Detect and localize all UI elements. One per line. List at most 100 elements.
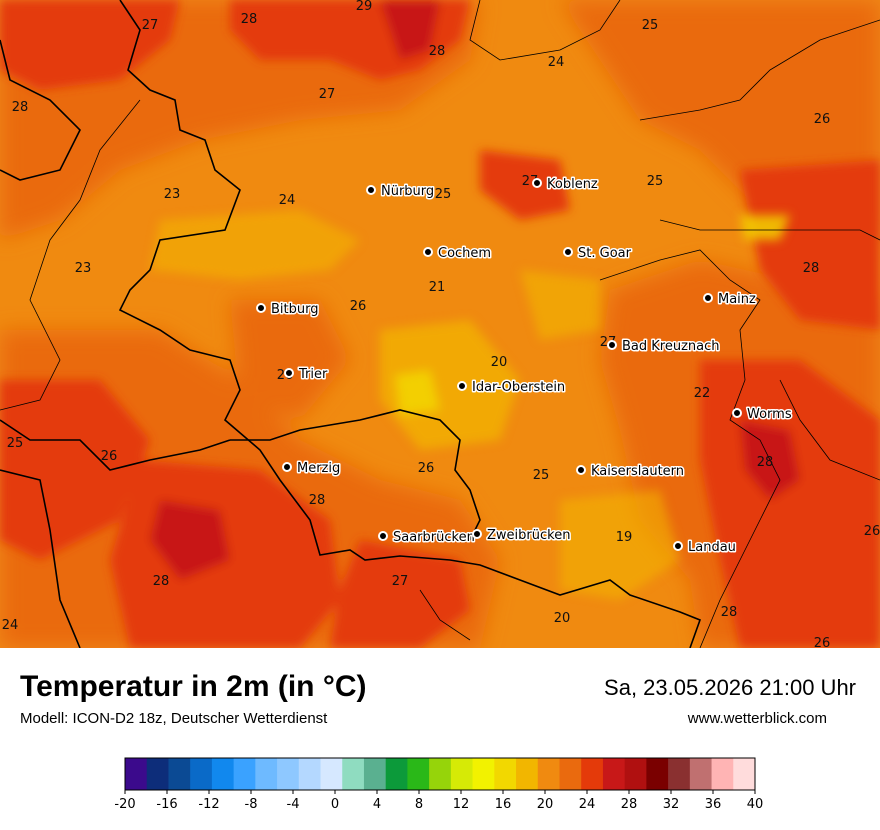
city-name: Landau	[688, 540, 736, 555]
city-marker[interactable]: Cochem	[423, 245, 493, 263]
scale-tick-label: -12	[198, 797, 219, 812]
city-marker[interactable]: Kaiserslautern	[576, 463, 686, 481]
city-marker[interactable]: Merzig	[282, 460, 342, 478]
scale-tick-label: 40	[747, 797, 764, 812]
color-scale-swatch	[711, 758, 734, 790]
city-name: Idar-Oberstein	[472, 380, 565, 395]
map-title: Temperatur in 2m (in °C)	[20, 670, 367, 703]
city-dot	[472, 529, 482, 539]
city-marker[interactable]: Idar-Oberstein	[457, 379, 567, 397]
color-scale-swatch	[668, 758, 691, 790]
website-link[interactable]: www.wetterblick.com	[687, 710, 827, 727]
temperature-value: 24	[2, 618, 19, 633]
temperature-value: 28	[721, 605, 738, 620]
temperature-value: 28	[241, 12, 258, 27]
temperature-value: 25	[642, 18, 659, 33]
temperature-value: 28	[12, 100, 29, 115]
city-dot	[673, 541, 683, 551]
color-scale-swatch	[581, 758, 604, 790]
color-scale-swatch	[168, 758, 191, 790]
city-dot	[576, 465, 586, 475]
temperature-value: 25	[7, 436, 24, 451]
temperature-value: 25	[435, 187, 452, 202]
city-dot	[732, 408, 742, 418]
color-scale-swatch	[516, 758, 539, 790]
city-marker[interactable]: Zweibrücken	[472, 527, 572, 545]
temperature-value: 27	[392, 574, 409, 589]
temperature-value: 20	[554, 611, 571, 626]
color-scale-swatch	[233, 758, 256, 790]
city-name: Trier	[298, 367, 328, 382]
color-scale-swatch	[342, 758, 365, 790]
city-name: Zweibrücken	[487, 528, 570, 543]
color-scale-swatch	[624, 758, 647, 790]
city-marker[interactable]: St. Goar	[563, 245, 633, 263]
city-dot	[282, 462, 292, 472]
city-marker[interactable]: Bad Kreuznach	[607, 338, 721, 356]
city-dot	[607, 340, 617, 350]
city-marker[interactable]: Trier	[284, 366, 329, 384]
temperature-value: 22	[694, 386, 711, 401]
city-name: Nürburg	[381, 184, 434, 199]
temperature-value: 28	[429, 44, 446, 59]
color-scale-swatch	[385, 758, 408, 790]
city-marker[interactable]: Mainz	[703, 291, 758, 309]
color-scale-swatch	[255, 758, 278, 790]
color-scale-swatch	[363, 758, 387, 790]
city-name: Cochem	[438, 246, 491, 261]
scale-tick-label: -4	[287, 797, 300, 812]
color-scale-swatch	[450, 758, 474, 790]
city-marker[interactable]: Landau	[673, 539, 737, 557]
temperature-value: 25	[533, 468, 550, 483]
forecast-datetime: Sa, 23.05.2026 21:00 Uhr	[604, 675, 856, 700]
scale-tick-label: 20	[537, 797, 554, 812]
scale-tick-label: -16	[156, 797, 177, 812]
temperature-value: 26	[814, 636, 831, 648]
temperature-value: 26	[814, 112, 831, 127]
color-scale-swatch	[602, 758, 626, 790]
city-dot	[256, 303, 266, 313]
city-dot	[378, 531, 388, 541]
scale-tick-label: 24	[579, 797, 596, 812]
temperature-value: 21	[429, 280, 446, 295]
color-scale-frame	[124, 757, 756, 791]
city-name: Merzig	[297, 461, 340, 476]
temperature-value: 29	[356, 0, 373, 14]
temperature-value: 23	[164, 187, 181, 202]
city-marker[interactable]: Bitburg	[256, 301, 320, 319]
city-marker[interactable]: Saarbrücken	[378, 529, 476, 547]
color-scale-swatch	[190, 758, 213, 790]
temperature-value: 28	[153, 574, 170, 589]
city-marker[interactable]: Worms	[732, 406, 793, 424]
scale-tick-label: 0	[331, 797, 339, 812]
city-name: Kaiserslautern	[591, 464, 684, 479]
city-name: Mainz	[718, 292, 756, 307]
color-scale-swatch	[407, 758, 430, 790]
city-name: Koblenz	[547, 177, 598, 192]
color-scale-swatch	[125, 758, 148, 790]
city-name: Worms	[747, 407, 792, 422]
color-scale-swatch	[320, 758, 343, 790]
color-scale-swatch	[429, 758, 452, 790]
cool-areas	[150, 210, 790, 600]
temperature-value: 28	[803, 261, 820, 276]
map-canvas: 2927282528242827262324252725232821262720…	[0, 0, 880, 648]
city-dot	[457, 381, 467, 391]
city-dot	[703, 293, 713, 303]
city-name: Bitburg	[271, 302, 319, 317]
temperature-value: 19	[616, 530, 633, 545]
scale-tick-label: 8	[415, 797, 423, 812]
city-marker[interactable]: Koblenz	[532, 176, 599, 194]
city-name: Bad Kreuznach	[622, 339, 720, 354]
color-scale-swatch	[277, 758, 300, 790]
color-scale-swatch	[646, 758, 669, 790]
scale-tick-label: 36	[705, 797, 722, 812]
temperature-value: 26	[864, 524, 880, 539]
color-scale-swatch	[494, 758, 517, 790]
color-scale-ticks: -20 -16 -12 -8 -4 0 4 8 12 16 20 24 28 32 36 40	[114, 790, 763, 812]
city-marker[interactable]: Nürburg	[366, 183, 436, 201]
temperature-value: 28	[309, 493, 326, 508]
temperature-value: 24	[548, 55, 565, 70]
city-dot	[423, 247, 433, 257]
borders	[0, 0, 702, 648]
